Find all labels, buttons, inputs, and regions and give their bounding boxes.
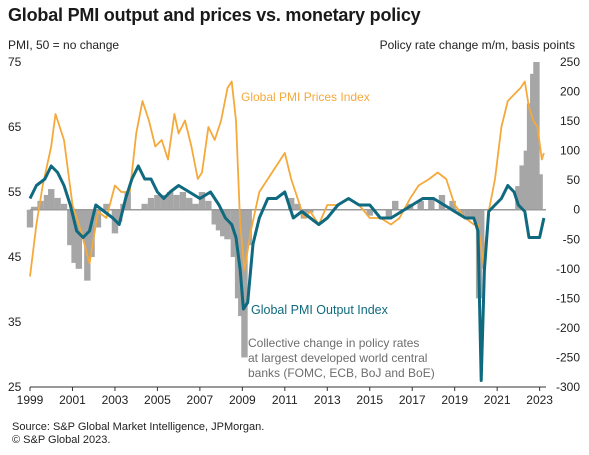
policy-rate-bar [88, 209, 95, 257]
policy-rate-bar [533, 62, 540, 210]
policy-rate-bar [115, 209, 123, 222]
chart-title: Global PMI output and prices vs. monetar… [8, 5, 421, 25]
x-tick-label: 2007 [187, 393, 214, 407]
policy-rate-bar [141, 203, 148, 210]
right-tick-label: 250 [560, 55, 580, 69]
policy-rate-bar [536, 174, 543, 210]
annotations: Global PMI Prices Index Global PMI Output… [241, 90, 435, 380]
right-tick-label: 0 [573, 203, 580, 217]
policy-rate-bar [428, 197, 435, 210]
policy-rate-bar [449, 200, 456, 210]
policy-rate-bar [60, 203, 68, 210]
policy-rate-bar [71, 209, 78, 263]
right-axis-note: Policy rate change m/m, basis points [379, 38, 575, 52]
policy-rate-bar [79, 209, 87, 240]
source-note: Source: S&P Global Market Intelligence, … [12, 421, 264, 447]
policy-rate-bar [31, 206, 38, 210]
source-line: Source: S&P Global Market Intelligence, … [12, 421, 265, 433]
left-axis-note: PMI, 50 = no change [8, 38, 120, 52]
policy-rate-bar [67, 209, 74, 246]
x-tick-label: 2011 [272, 393, 298, 407]
x-tick-label: 2005 [144, 393, 171, 407]
policy-rate-bar [392, 200, 399, 210]
right-tick-label: -200 [556, 321, 580, 335]
x-tick-label: 2015 [356, 393, 383, 407]
copyright-line: © S&P Global 2023. [12, 434, 111, 446]
policy-rate-bar [385, 209, 393, 219]
policy-rate-bar [245, 209, 252, 246]
x-tick-label: 2001 [59, 393, 86, 407]
policy-rate-bar [37, 200, 44, 210]
policy-rate-bar [186, 197, 193, 210]
policy-rates-label: at largest developed world central [248, 351, 427, 365]
policy-rate-bar [211, 209, 218, 225]
policy-rate-bar [179, 192, 187, 210]
policy-rate-bar [470, 209, 478, 219]
policy-rates-label: banks (FOMC, ECB, BoJ and BoE) [248, 366, 435, 380]
policy-rates-label: Collective change in policy rates [248, 336, 419, 350]
left-tick-label: 55 [8, 185, 22, 199]
policy-rate-bar [166, 192, 174, 210]
right-axis-ticks: 250 200 150 100 50 0 -50 -100 -150 -200 -250 -300 [556, 55, 580, 394]
policy-rate-bar [103, 203, 110, 210]
prices-index-label: Global PMI Prices Index [241, 90, 370, 104]
left-tick-label: 65 [8, 120, 22, 134]
policy-rate-bar [464, 209, 471, 219]
policy-rate-bar [84, 209, 91, 281]
right-tick-label: -250 [556, 350, 580, 364]
right-tick-label: -50 [563, 232, 581, 246]
policy-rate-bar [294, 203, 301, 210]
policy-rate-bar [205, 200, 212, 210]
policy-rate-bar [160, 194, 167, 210]
prices-index-line [29, 80, 545, 277]
left-axis-ticks: 75 65 55 45 35 25 [8, 55, 22, 394]
left-tick-label: 35 [8, 315, 22, 329]
policy-rate-bar [224, 209, 231, 240]
policy-rate-bar [515, 186, 522, 210]
x-tick-label: 2009 [229, 393, 256, 407]
left-tick-label: 75 [8, 55, 22, 69]
policy-rate-bar [519, 165, 526, 210]
output-index-label: Global PMI Output Index [251, 303, 389, 317]
x-tick-label: 1999 [17, 393, 44, 407]
policy-rate-bar [26, 209, 34, 228]
policy-rate-bar [417, 200, 424, 210]
policy-rate-bar [173, 194, 180, 210]
x-tick-label: 2021 [484, 393, 511, 407]
right-tick-label: -150 [556, 291, 580, 305]
right-tick-label: 200 [560, 85, 580, 99]
policy-rate-bar [124, 192, 131, 210]
policy-rate-bar [220, 209, 227, 237]
x-tick-label: 2017 [399, 393, 426, 407]
policy-rate-bar [94, 209, 102, 228]
policy-rate-bar [366, 209, 373, 216]
policy-rate-bar [154, 194, 161, 210]
policy-rate-bar [287, 197, 295, 210]
policy-rate-bar [215, 209, 223, 231]
policy-rate-bar [54, 197, 61, 210]
policy-rate-bar [43, 194, 51, 210]
left-tick-label: 25 [8, 380, 22, 394]
right-tick-label: 150 [560, 114, 580, 128]
policy-rate-bar [478, 209, 485, 269]
policy-rate-bar [192, 203, 199, 210]
left-tick-label: 45 [8, 250, 22, 264]
right-tick-label: -300 [556, 380, 580, 394]
x-tick-label: 2019 [441, 393, 468, 407]
policy-rate-bar [198, 192, 206, 210]
right-tick-label: -100 [556, 262, 580, 276]
right-tick-label: 100 [560, 144, 580, 158]
policy-rate-bar [241, 209, 248, 358]
line-series-group [28, 80, 546, 382]
x-axis-ticks: 1999 2001 2003 2005 2007 2009 2011 2013 2015 2017… [17, 387, 553, 407]
x-tick-label: 2023 [526, 393, 553, 407]
policy-rate-bar [75, 209, 83, 269]
x-tick-label: 2003 [102, 393, 129, 407]
x-tick-label: 2013 [314, 393, 341, 407]
policy-rate-bar [48, 189, 55, 210]
output-index-line [28, 164, 546, 382]
right-tick-label: 50 [567, 173, 581, 187]
policy-rate-bar [147, 197, 155, 210]
